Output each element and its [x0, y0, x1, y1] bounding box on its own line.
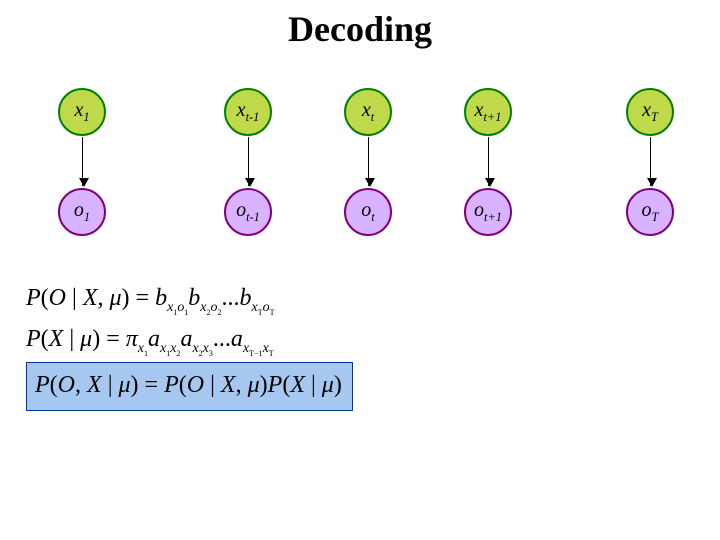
equation-joint: P(O, X | μ) = P(O | X, μ)P(X | μ): [26, 362, 353, 411]
node-o-T: oT: [626, 188, 674, 236]
node-x-tm1: xt-1: [224, 88, 272, 136]
node-x-t: xt: [344, 88, 392, 136]
slide-title: Decoding: [0, 8, 720, 50]
edge-xtm1-otm1: [248, 137, 249, 186]
node-x-1: x1: [58, 88, 106, 136]
node-o-1-label: o1: [74, 199, 90, 225]
node-x-tm1-label: xt-1: [237, 99, 260, 125]
node-o-tp1: ot+1: [464, 188, 512, 236]
node-x-1-label: x1: [74, 99, 89, 125]
node-x-T: xT: [626, 88, 674, 136]
node-x-tp1: xt+1: [464, 88, 512, 136]
node-o-tp1-label: ot+1: [474, 199, 502, 225]
node-x-T-label: xT: [642, 99, 658, 125]
node-o-t-label: ot: [361, 199, 374, 225]
equation-joint-box: P(O, X | μ) = P(O | X, μ)P(X | μ): [26, 362, 353, 411]
node-o-T-label: oT: [642, 199, 659, 225]
node-o-tm1-label: ot-1: [236, 199, 260, 225]
edge-xt-ot: [368, 137, 369, 186]
node-o-1: o1: [58, 188, 106, 236]
equation-transition: P(X | μ) = πx1ax1x2ax2x3...axT−1xT: [26, 321, 353, 360]
edge-xtp1-otp1: [488, 137, 489, 186]
node-o-tm1: ot-1: [224, 188, 272, 236]
equation-block: P(O | X, μ) = bx1o1bx2o2...bxToT P(X | μ…: [26, 280, 353, 413]
edge-xT-oT: [650, 137, 651, 186]
node-o-t: ot: [344, 188, 392, 236]
node-x-tp1-label: xt+1: [475, 99, 502, 125]
edge-x1-o1: [82, 137, 83, 186]
equation-emission: P(O | X, μ) = bx1o1bx2o2...bxToT: [26, 280, 353, 319]
node-x-t-label: xt: [362, 99, 374, 125]
